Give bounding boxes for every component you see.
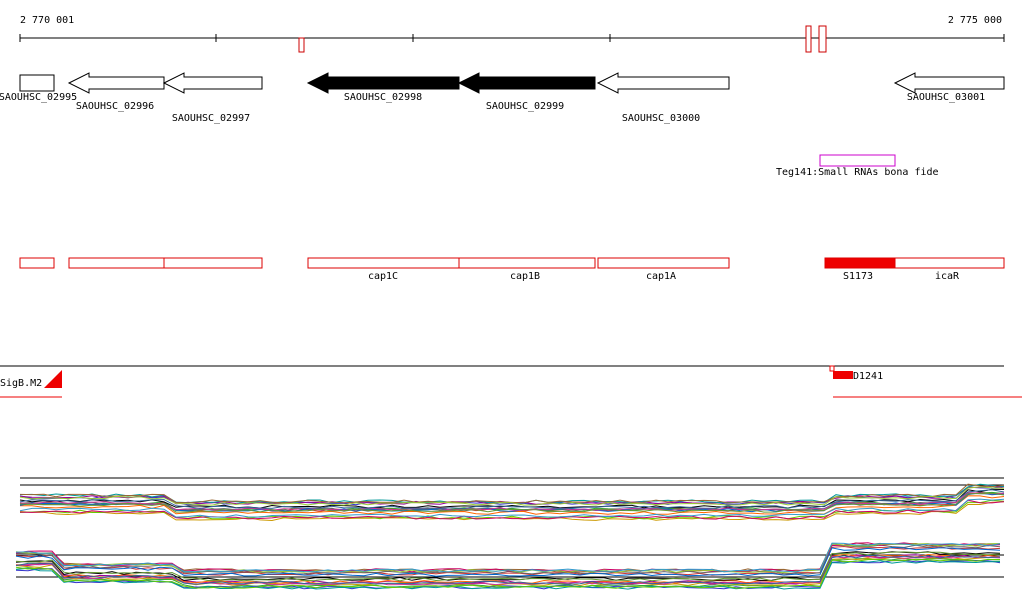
- feature: [824, 257, 896, 269]
- expression-line: [15, 551, 1001, 582]
- gene-label: SAOUHSC_03001: [907, 92, 985, 103]
- small-rna: [819, 154, 896, 167]
- feature: [894, 257, 1005, 269]
- expression-line: [15, 559, 1001, 590]
- expression-line: [15, 545, 1001, 576]
- expression-line: [15, 546, 1001, 577]
- expression-line: [19, 492, 1005, 513]
- gene: [162, 72, 263, 94]
- promoter-label: D1241: [853, 371, 883, 382]
- expression-line: [15, 554, 1001, 585]
- feature: [307, 257, 460, 269]
- expression-line: [19, 492, 1005, 512]
- feature: [458, 257, 596, 269]
- feature: [163, 257, 263, 269]
- ruler-marks: [298, 25, 827, 53]
- gene: [19, 74, 55, 92]
- expression-line: [19, 498, 1005, 518]
- expression-line: [15, 542, 1001, 573]
- feature-label: cap1C: [368, 271, 398, 282]
- small-rna-label: Teg141:Small RNAs bona fide: [776, 167, 939, 178]
- mark: [818, 25, 827, 53]
- ruler: [19, 34, 1005, 42]
- promoter-label: SigB.M2: [0, 378, 42, 389]
- gene-label: SAOUHSC_02995: [0, 92, 77, 103]
- ruler-end: 2 775 000: [948, 15, 1002, 26]
- gene: [596, 72, 730, 94]
- feature-label: cap1B: [510, 271, 540, 282]
- mark: [805, 25, 812, 53]
- promoter-mark: [829, 365, 835, 372]
- expression-line: [19, 499, 1005, 520]
- promoter: [833, 371, 853, 379]
- feature: [597, 257, 730, 269]
- gene: [306, 72, 460, 94]
- gene: [457, 72, 596, 94]
- expression-line: [19, 501, 1005, 522]
- promoter: [44, 370, 62, 388]
- expression-line: [19, 486, 1005, 506]
- gene-label: SAOUHSC_02996: [76, 101, 154, 112]
- gene: [67, 72, 165, 94]
- gene-label: SAOUHSC_03000: [622, 113, 700, 124]
- gene-label: SAOUHSC_02999: [486, 101, 564, 112]
- expression-line: [19, 492, 1005, 513]
- expression-line: [19, 489, 1005, 510]
- feature-label: S1173: [843, 271, 873, 282]
- expression-line: [15, 542, 1001, 573]
- feature: [19, 257, 55, 269]
- feature: [68, 257, 165, 269]
- feature-label: icaR: [935, 271, 960, 282]
- gene-label: SAOUHSC_02998: [344, 92, 422, 103]
- expression-tracks: [15, 477, 1005, 590]
- feature-track: cap1C cap1B cap1A S1173 icaR: [19, 257, 1005, 282]
- feature-label: cap1A: [646, 271, 676, 282]
- expression-line: [15, 558, 1001, 589]
- gene-label: SAOUHSC_02997: [172, 113, 250, 124]
- expression-line: [15, 560, 1001, 590]
- promoter-track: SigB.M2 D1241: [0, 365, 1022, 398]
- gene: [893, 72, 1005, 94]
- mark: [298, 37, 305, 53]
- ruler-start: 2 770 001: [20, 15, 74, 26]
